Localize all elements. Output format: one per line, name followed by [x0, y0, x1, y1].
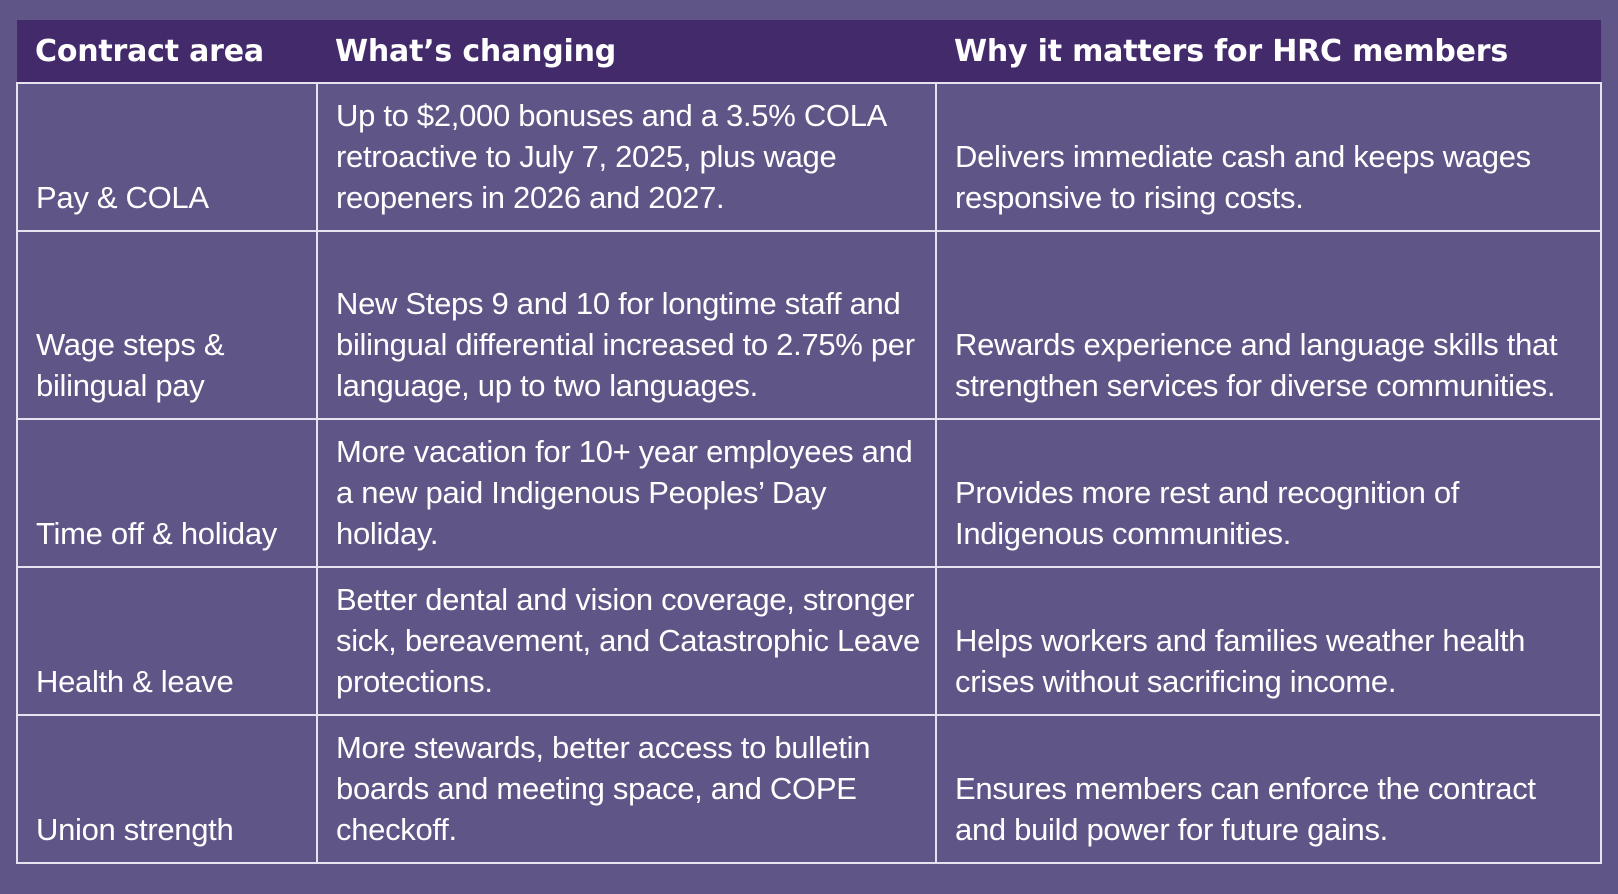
cell-whats-changing: Up to $2,000 bonuses and a 3.5% COLA ret… — [316, 82, 937, 232]
table-row: Health & leave Better dental and vision … — [16, 566, 1602, 716]
cell-whats-changing: More stewards, better access to bulletin… — [316, 714, 937, 864]
header-contract-area: Contract area — [17, 20, 317, 83]
cell-whats-changing: Better dental and vision coverage, stron… — [316, 566, 937, 716]
cell-why-it-matters: Helps workers and families weather healt… — [935, 566, 1602, 716]
cell-contract-area: Wage steps & bilingual pay — [16, 230, 318, 420]
cell-contract-area: Union strength — [16, 714, 318, 864]
cell-contract-area: Time off & holiday — [16, 418, 318, 568]
cell-why-it-matters: Rewards experience and language skills t… — [935, 230, 1602, 420]
cell-why-it-matters: Provides more rest and recognition of In… — [935, 418, 1602, 568]
cell-why-it-matters: Ensures members can enforce the contract… — [935, 714, 1602, 864]
cell-contract-area: Pay & COLA — [16, 82, 318, 232]
header-whats-changing: What’s changing — [317, 20, 936, 83]
table-row: Wage steps & bilingual pay New Steps 9 a… — [16, 230, 1602, 420]
table-row: Pay & COLA Up to $2,000 bonuses and a 3.… — [16, 82, 1602, 232]
contract-changes-table: Contract area What’s changing Why it mat… — [16, 20, 1602, 864]
cell-whats-changing: New Steps 9 and 10 for longtime staff an… — [316, 230, 937, 420]
table-row: Time off & holiday More vacation for 10+… — [16, 418, 1602, 568]
cell-whats-changing: More vacation for 10+ year employees and… — [316, 418, 937, 568]
table-row: Union strength More stewards, better acc… — [16, 714, 1602, 864]
cell-why-it-matters: Delivers immediate cash and keeps wages … — [935, 82, 1602, 232]
table-header-row: Contract area What’s changing Why it mat… — [17, 20, 1601, 83]
header-why-it-matters: Why it matters for HRC members — [936, 20, 1601, 83]
cell-contract-area: Health & leave — [16, 566, 318, 716]
